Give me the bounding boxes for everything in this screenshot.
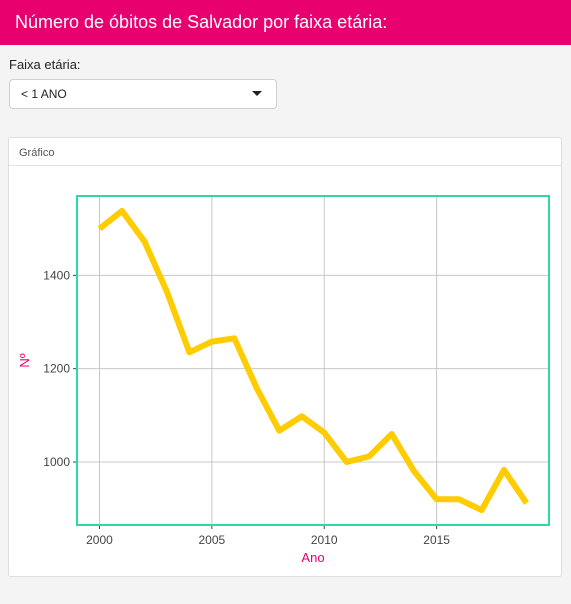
y-tick-label: 1400: [43, 268, 70, 282]
x-tick-label: 2000: [86, 533, 113, 547]
plot-border: [76, 195, 550, 526]
y-tick-label: 1200: [43, 362, 70, 376]
x-axis-title: Ano: [301, 550, 324, 565]
age-group-select-value: < 1 ANO: [21, 87, 67, 101]
chart-panel: Gráfico 1000 1200 1400 2000 2005 2010 2015 An…: [8, 137, 562, 577]
chart-panel-title: Gráfico: [9, 138, 561, 166]
x-tick-label: 2010: [311, 533, 338, 547]
series-line: [97, 207, 529, 514]
y-tick-label: 1000: [43, 455, 70, 469]
line-chart: 1000 1200 1400 2000 2005 2010 2015 Ano Nº: [17, 195, 550, 565]
x-tick-label: 2015: [423, 533, 450, 547]
page-title: Número de óbitos de Salvador por faixa e…: [15, 12, 388, 32]
caret-down-icon: [252, 91, 262, 96]
x-tick-label: 2005: [199, 533, 226, 547]
app-header: Número de óbitos de Salvador por faixa e…: [0, 0, 571, 45]
series-points: [99, 210, 527, 511]
y-axis-ticks: 1000 1200 1400: [43, 268, 77, 469]
age-group-label: Faixa etária:: [9, 57, 81, 72]
x-axis-ticks: 2000 2005 2010 2015: [86, 525, 450, 547]
y-axis-title: Nº: [17, 353, 32, 367]
chart-grid: [77, 196, 549, 525]
age-group-select[interactable]: < 1 ANO: [9, 79, 277, 109]
